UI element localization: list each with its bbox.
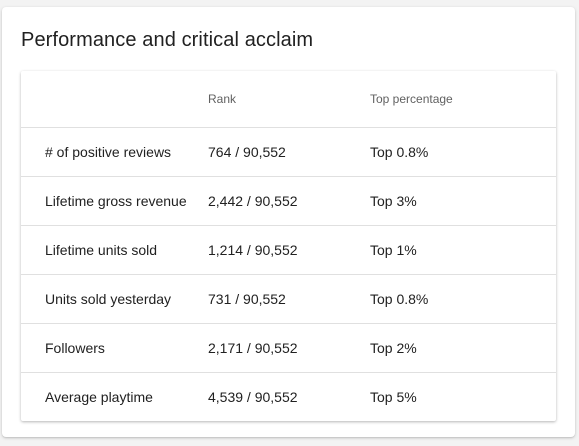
metric-cell: Followers xyxy=(21,323,208,373)
table-row: Followers 2,171 / 90,552 Top 2% xyxy=(21,323,556,373)
table-row: Lifetime units sold 1,214 / 90,552 Top 1… xyxy=(21,225,556,275)
card-title: Performance and critical acclaim xyxy=(21,29,314,51)
table-row: # of positive reviews 764 / 90,552 Top 0… xyxy=(21,127,556,177)
top-percentage-cell: Top 0.8% xyxy=(370,127,556,177)
header-top-percentage: Top percentage xyxy=(370,71,556,128)
table-body: # of positive reviews 764 / 90,552 Top 0… xyxy=(21,127,556,421)
rank-cell: 4,539 / 90,552 xyxy=(208,388,298,405)
table-row: Lifetime gross revenue 2,442 / 90,552 To… xyxy=(21,176,556,226)
metric-cell: Average playtime xyxy=(45,388,153,405)
top-percentage-cell: Top 3% xyxy=(370,176,556,226)
table-row: Average playtime 4,539 / 90,552 Top 5% xyxy=(21,372,556,421)
top-percentage-cell: Top 1% xyxy=(370,225,556,275)
metric-cell: Lifetime gross revenue xyxy=(21,176,208,226)
table-header: Rank Top percentage xyxy=(21,71,556,128)
top-percentage-cell: Top 5% xyxy=(370,388,417,405)
rank-cell: 1,214 / 90,552 xyxy=(208,225,370,275)
header-metric xyxy=(21,71,208,128)
table-row: Units sold yesterday 731 / 90,552 Top 0.… xyxy=(21,274,556,324)
rankings-table: Rank Top percentage # of positive review… xyxy=(21,71,556,421)
rank-cell: 764 / 90,552 xyxy=(208,127,370,177)
rank-cell: 731 / 90,552 xyxy=(208,274,370,324)
metric-cell: # of positive reviews xyxy=(21,127,208,177)
metric-cell: Lifetime units sold xyxy=(21,225,208,275)
header-rank: Rank xyxy=(208,71,370,128)
header-row: Rank Top percentage xyxy=(21,71,556,128)
top-percentage-cell: Top 0.8% xyxy=(370,274,556,324)
rankings-table-container: Rank Top percentage # of positive review… xyxy=(21,71,556,421)
top-percentage-cell: Top 2% xyxy=(370,323,556,373)
metric-cell: Units sold yesterday xyxy=(21,274,208,324)
rank-cell: 2,442 / 90,552 xyxy=(208,176,370,226)
rank-cell: 2,171 / 90,552 xyxy=(208,323,370,373)
performance-card: Performance and critical acclaim Rank To… xyxy=(2,7,575,437)
